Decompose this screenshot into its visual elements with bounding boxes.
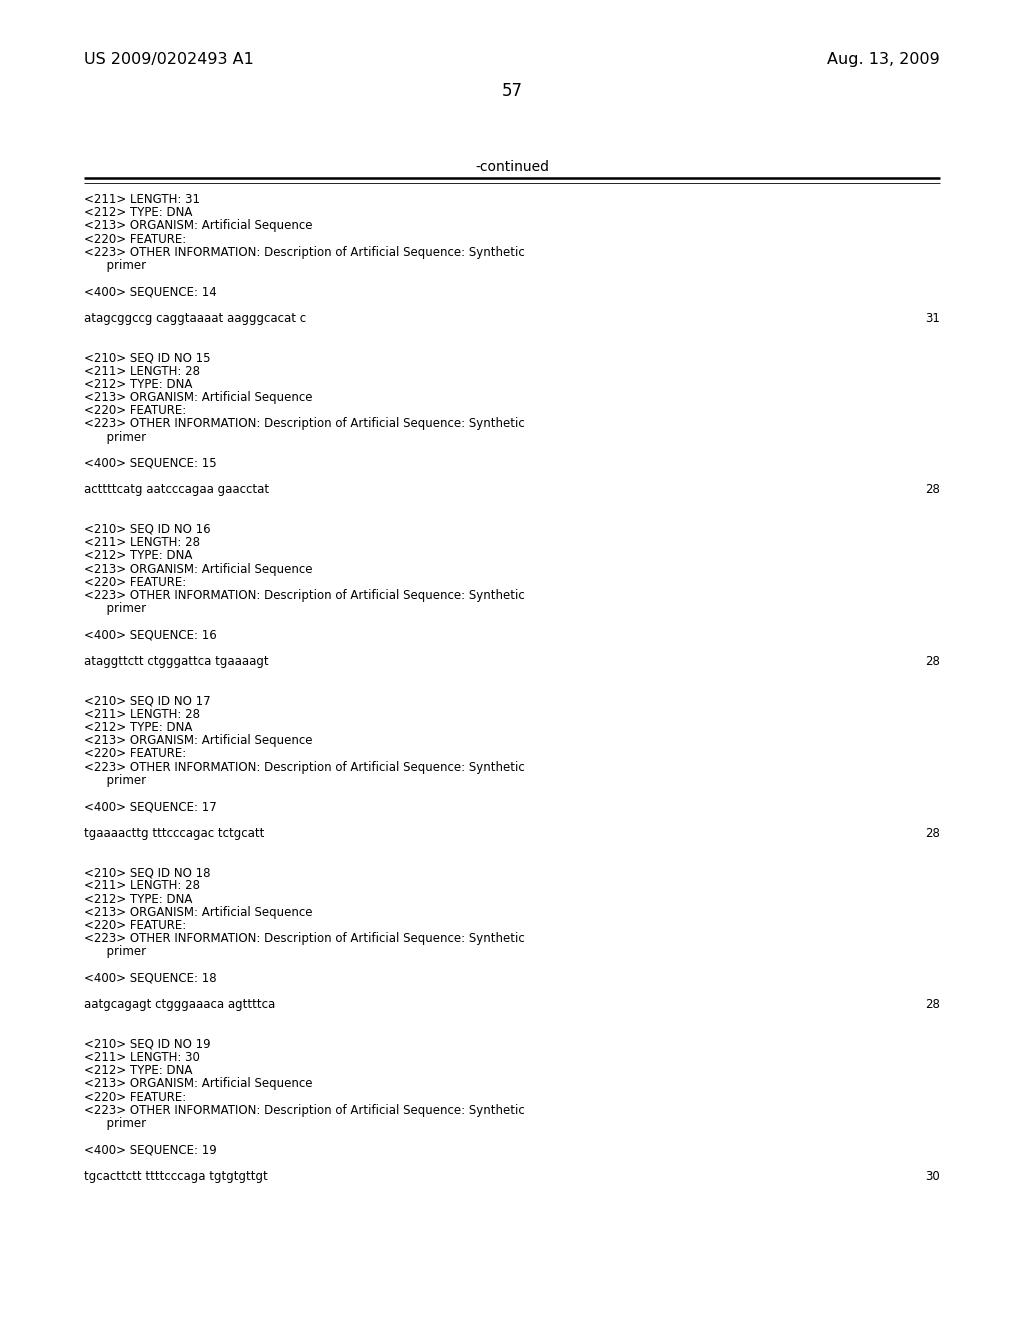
Text: <213> ORGANISM: Artificial Sequence: <213> ORGANISM: Artificial Sequence — [84, 1077, 312, 1090]
Text: primer: primer — [84, 430, 146, 444]
Text: <400> SEQUENCE: 16: <400> SEQUENCE: 16 — [84, 628, 217, 642]
Text: tgcacttctt ttttcccaga tgtgtgttgt: tgcacttctt ttttcccaga tgtgtgttgt — [84, 1170, 267, 1183]
Text: <212> TYPE: DNA: <212> TYPE: DNA — [84, 721, 193, 734]
Text: <220> FEATURE:: <220> FEATURE: — [84, 747, 186, 760]
Text: <223> OTHER INFORMATION: Description of Artificial Sequence: Synthetic: <223> OTHER INFORMATION: Description of … — [84, 589, 524, 602]
Text: primer: primer — [84, 1117, 146, 1130]
Text: -continued: -continued — [475, 160, 549, 174]
Text: primer: primer — [84, 945, 146, 958]
Text: 28: 28 — [925, 655, 940, 668]
Text: <211> LENGTH: 31: <211> LENGTH: 31 — [84, 193, 200, 206]
Text: <210> SEQ ID NO 18: <210> SEQ ID NO 18 — [84, 866, 211, 879]
Text: atagcggccg caggtaaaat aagggcacat c: atagcggccg caggtaaaat aagggcacat c — [84, 312, 306, 325]
Text: 57: 57 — [502, 82, 522, 100]
Text: <400> SEQUENCE: 15: <400> SEQUENCE: 15 — [84, 457, 217, 470]
Text: <400> SEQUENCE: 18: <400> SEQUENCE: 18 — [84, 972, 217, 985]
Text: <213> ORGANISM: Artificial Sequence: <213> ORGANISM: Artificial Sequence — [84, 906, 312, 919]
Text: <210> SEQ ID NO 15: <210> SEQ ID NO 15 — [84, 351, 211, 364]
Text: <220> FEATURE:: <220> FEATURE: — [84, 404, 186, 417]
Text: 30: 30 — [926, 1170, 940, 1183]
Text: <400> SEQUENCE: 17: <400> SEQUENCE: 17 — [84, 800, 217, 813]
Text: 28: 28 — [925, 826, 940, 840]
Text: <210> SEQ ID NO 19: <210> SEQ ID NO 19 — [84, 1038, 211, 1051]
Text: 28: 28 — [925, 483, 940, 496]
Text: <223> OTHER INFORMATION: Description of Artificial Sequence: Synthetic: <223> OTHER INFORMATION: Description of … — [84, 417, 524, 430]
Text: <211> LENGTH: 28: <211> LENGTH: 28 — [84, 879, 200, 892]
Text: <220> FEATURE:: <220> FEATURE: — [84, 232, 186, 246]
Text: <213> ORGANISM: Artificial Sequence: <213> ORGANISM: Artificial Sequence — [84, 734, 312, 747]
Text: acttttcatg aatcccagaa gaacctat: acttttcatg aatcccagaa gaacctat — [84, 483, 269, 496]
Text: <213> ORGANISM: Artificial Sequence: <213> ORGANISM: Artificial Sequence — [84, 219, 312, 232]
Text: <223> OTHER INFORMATION: Description of Artificial Sequence: Synthetic: <223> OTHER INFORMATION: Description of … — [84, 932, 524, 945]
Text: aatgcagagt ctgggaaaca agttttca: aatgcagagt ctgggaaaca agttttca — [84, 998, 275, 1011]
Text: <220> FEATURE:: <220> FEATURE: — [84, 576, 186, 589]
Text: primer: primer — [84, 602, 146, 615]
Text: <212> TYPE: DNA: <212> TYPE: DNA — [84, 206, 193, 219]
Text: <212> TYPE: DNA: <212> TYPE: DNA — [84, 1064, 193, 1077]
Text: <223> OTHER INFORMATION: Description of Artificial Sequence: Synthetic: <223> OTHER INFORMATION: Description of … — [84, 246, 524, 259]
Text: <223> OTHER INFORMATION: Description of Artificial Sequence: Synthetic: <223> OTHER INFORMATION: Description of … — [84, 1104, 524, 1117]
Text: US 2009/0202493 A1: US 2009/0202493 A1 — [84, 51, 254, 67]
Text: <211> LENGTH: 28: <211> LENGTH: 28 — [84, 364, 200, 378]
Text: 31: 31 — [925, 312, 940, 325]
Text: primer: primer — [84, 259, 146, 272]
Text: <213> ORGANISM: Artificial Sequence: <213> ORGANISM: Artificial Sequence — [84, 562, 312, 576]
Text: tgaaaacttg tttcccagac tctgcatt: tgaaaacttg tttcccagac tctgcatt — [84, 826, 264, 840]
Text: <210> SEQ ID NO 16: <210> SEQ ID NO 16 — [84, 523, 211, 536]
Text: primer: primer — [84, 774, 146, 787]
Text: <220> FEATURE:: <220> FEATURE: — [84, 919, 186, 932]
Text: <210> SEQ ID NO 17: <210> SEQ ID NO 17 — [84, 694, 211, 708]
Text: <400> SEQUENCE: 14: <400> SEQUENCE: 14 — [84, 285, 217, 298]
Text: <220> FEATURE:: <220> FEATURE: — [84, 1090, 186, 1104]
Text: <223> OTHER INFORMATION: Description of Artificial Sequence: Synthetic: <223> OTHER INFORMATION: Description of … — [84, 760, 524, 774]
Text: <400> SEQUENCE: 19: <400> SEQUENCE: 19 — [84, 1143, 217, 1156]
Text: <211> LENGTH: 28: <211> LENGTH: 28 — [84, 708, 200, 721]
Text: <212> TYPE: DNA: <212> TYPE: DNA — [84, 378, 193, 391]
Text: <213> ORGANISM: Artificial Sequence: <213> ORGANISM: Artificial Sequence — [84, 391, 312, 404]
Text: 28: 28 — [925, 998, 940, 1011]
Text: <211> LENGTH: 28: <211> LENGTH: 28 — [84, 536, 200, 549]
Text: <212> TYPE: DNA: <212> TYPE: DNA — [84, 549, 193, 562]
Text: <211> LENGTH: 30: <211> LENGTH: 30 — [84, 1051, 200, 1064]
Text: <212> TYPE: DNA: <212> TYPE: DNA — [84, 892, 193, 906]
Text: Aug. 13, 2009: Aug. 13, 2009 — [827, 51, 940, 67]
Text: ataggttctt ctgggattca tgaaaagt: ataggttctt ctgggattca tgaaaagt — [84, 655, 268, 668]
